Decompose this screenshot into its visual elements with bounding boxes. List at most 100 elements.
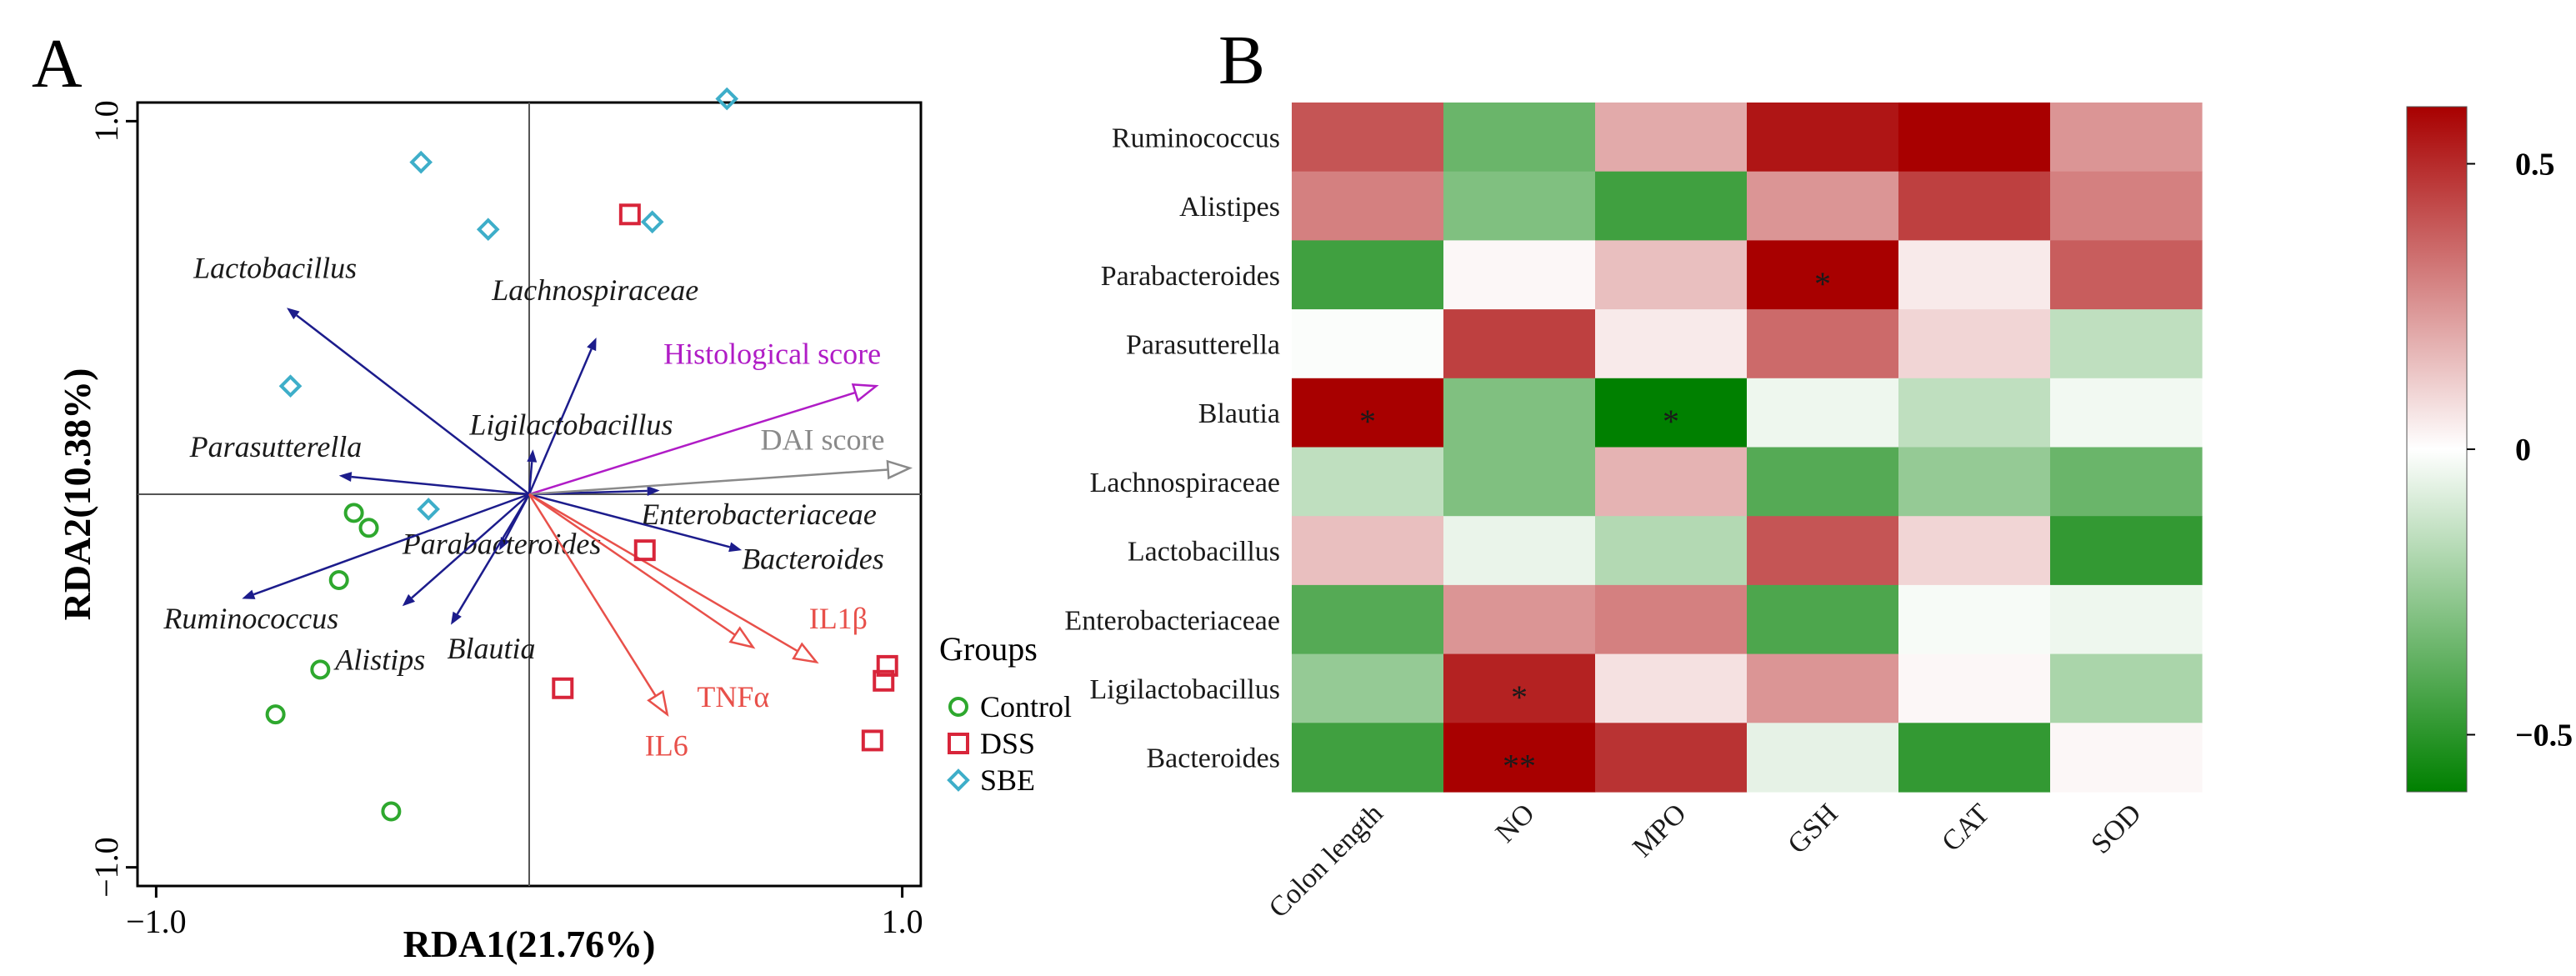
heatmap-cell [1595, 516, 1748, 586]
heatmap-cell [1747, 378, 1899, 448]
x-axis-title: RDA1(21.76%) [403, 923, 656, 965]
legend-title: Groups [939, 630, 1038, 668]
heatmap-cell [1595, 103, 1748, 173]
significance-mark: * [1511, 678, 1528, 716]
significance-mark: * [1663, 403, 1679, 440]
heatmap-cell [1292, 103, 1444, 173]
heatmap-cell [2050, 723, 2203, 793]
heatmap-cell [1747, 516, 1899, 586]
heatmap-cell [1898, 240, 2051, 310]
heatmap-cell [1747, 447, 1899, 517]
y-axis-title: RDA2(10.38%) [56, 368, 98, 621]
heatmap-cell [1898, 653, 2051, 723]
env-arrow-dai-score [528, 468, 888, 496]
species-arrowhead-parasutterella [338, 472, 353, 483]
heatmap-cell [1595, 653, 1748, 723]
env-arrowhead-il1 [792, 642, 819, 664]
heatmap-cell [1292, 309, 1444, 379]
species-label-ligilactobacillus: Ligilactobacillus [468, 408, 673, 441]
species-label-lachnospiraceae: Lachnospiraceae [491, 273, 698, 307]
sample-points [265, 87, 898, 822]
point-sbe [417, 498, 440, 521]
heatmap-cell [2050, 378, 2203, 448]
heatmap-cell [2050, 447, 2203, 517]
colorbar-gradient [2406, 106, 2468, 793]
heatmap-cell [1898, 103, 2051, 173]
legend-marker-control [948, 697, 968, 717]
heatmap-cell [1747, 723, 1899, 793]
heatmap-cell [1898, 584, 2051, 655]
species-arrows: Lactobacillus Lachnospiraceae Ligilactobac… [163, 251, 883, 676]
point-dss [873, 669, 895, 692]
env-arrowhead-tnf [647, 689, 669, 718]
heatmap-cell [1898, 309, 2051, 379]
heatmap-cell [1595, 240, 1748, 310]
point-dss [552, 677, 574, 699]
species-arrowhead-ligilactobacillus [527, 449, 538, 463]
species-arrowhead-blautia [451, 611, 462, 625]
rda-biplot: −1.0 1.0 1.0 −1.0 Lactobacillus Lachnospirac… [56, 87, 923, 965]
species-arrow-alistips [411, 493, 530, 599]
row-label-blautia: Blautia [1198, 398, 1280, 429]
point-sbe [409, 150, 433, 174]
species-arrowhead-enterobacteriaceae [647, 485, 660, 496]
column-label-sod: SOD [2085, 798, 2147, 859]
y-tick-label: −1.0 [88, 837, 125, 898]
species-label-blautia: Blautia [448, 632, 536, 665]
heatmap-cell [1443, 447, 1596, 517]
colorbar-tick-label: 0 [2515, 433, 2531, 468]
point-dss [876, 654, 898, 677]
heatmap-cell [1595, 171, 1748, 241]
env-arrow-histological-score [528, 391, 856, 496]
point-control [328, 569, 349, 590]
row-label-ruminococcus: Ruminococcus [1112, 123, 1280, 153]
species-arrow-lactobacillus [296, 314, 530, 495]
heatmap-cell [2050, 584, 2203, 655]
colorbar-tick-label: −0.5 [2515, 718, 2573, 753]
heatmap-cells [1292, 103, 2203, 793]
heatmap-cell [1292, 516, 1444, 586]
point-dss [618, 203, 641, 226]
row-label-parasutterella: Parasutterella [1126, 329, 1280, 360]
heatmap-cell [1595, 309, 1748, 379]
heatmap-cell [2050, 171, 2203, 241]
species-label-enterobacteriaceae: Enterobacteriaceae [640, 498, 877, 531]
y-tick-label: 1.0 [88, 100, 125, 142]
heatmap-cell [1292, 240, 1444, 310]
heatmap-cell [1443, 171, 1596, 241]
column-label-mpo: MPO [1627, 798, 1692, 863]
rda-ticks: −1.0 1.0 1.0 −1.0 [88, 100, 923, 940]
legend-label-control: Control [980, 690, 1072, 723]
significance-mark: * [1814, 265, 1831, 303]
point-control [310, 659, 331, 680]
colorbar: 0.5 0 −0.5 [2406, 106, 2573, 793]
species-label-parabacteroides: Parabacteroides [402, 528, 602, 561]
species-arrowhead-lactobacillus [287, 308, 300, 320]
point-dss [861, 729, 883, 752]
panel-a-letter: A [32, 25, 83, 103]
column-label-gsh: GSH [1782, 798, 1843, 859]
species-arrow-parasutterella [351, 475, 530, 496]
significance-mark: ** [1503, 748, 1536, 785]
colorbar-tick-label: 0.5 [2515, 148, 2555, 183]
heatmap-cell [1898, 516, 2051, 586]
heatmap-cell [1595, 378, 1748, 448]
heatmap-cell [1443, 653, 1596, 723]
heatmap-cell [1898, 723, 2051, 793]
point-sbe [715, 87, 739, 111]
species-label-lactobacillus: Lactobacillus [193, 251, 357, 284]
species-arrow-lachnospiraceae [528, 348, 593, 495]
heatmap-cell [1443, 723, 1596, 793]
heatmap-cell [1747, 240, 1899, 310]
heatmap-cell [1747, 103, 1899, 173]
heatmap-cell [1747, 309, 1899, 379]
point-control [265, 704, 286, 725]
species-arrowhead-alistips [402, 593, 416, 607]
heatmap-cell [2050, 309, 2203, 379]
heatmap-cell [1443, 309, 1596, 379]
species-label-bacteroides: Bacteroides [742, 543, 884, 576]
heatmap-cell [1747, 584, 1899, 655]
row-label-ligilactobacillus: Ligilactobacillus [1090, 674, 1281, 705]
